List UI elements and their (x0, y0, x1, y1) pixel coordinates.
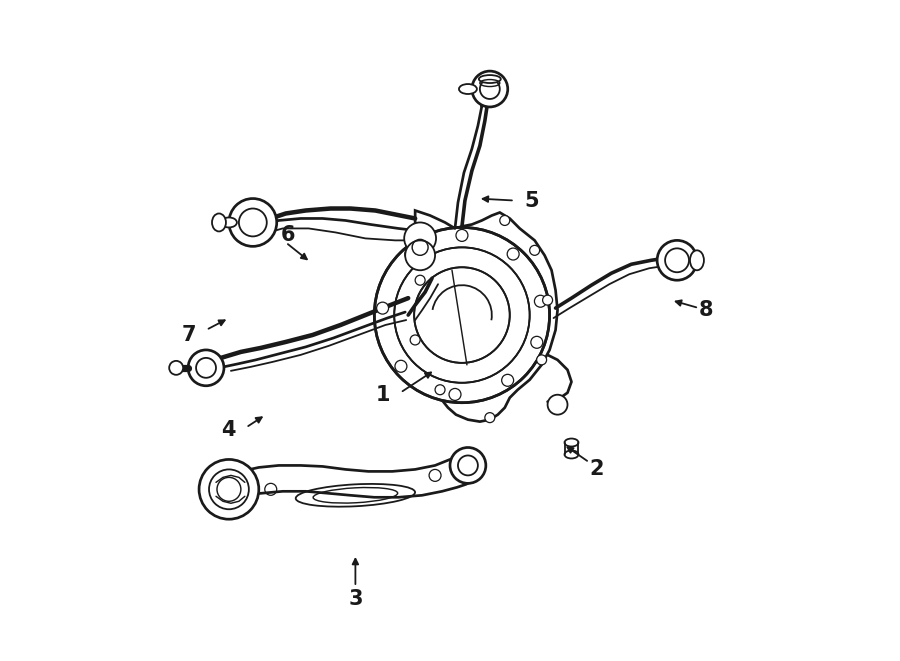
Circle shape (501, 374, 514, 386)
Circle shape (530, 245, 540, 255)
Text: 2: 2 (590, 459, 604, 479)
Circle shape (508, 248, 519, 260)
Ellipse shape (479, 75, 500, 83)
Text: 3: 3 (348, 589, 363, 609)
Circle shape (449, 389, 461, 401)
Circle shape (485, 412, 495, 422)
Text: 1: 1 (376, 385, 391, 405)
Circle shape (547, 395, 568, 414)
Circle shape (395, 360, 407, 372)
Ellipse shape (221, 217, 237, 227)
Polygon shape (403, 210, 557, 422)
Circle shape (169, 361, 183, 375)
Circle shape (543, 295, 553, 305)
Circle shape (374, 227, 550, 403)
Ellipse shape (564, 451, 579, 459)
Circle shape (404, 223, 436, 254)
Circle shape (376, 302, 389, 314)
Ellipse shape (690, 251, 704, 270)
Text: 6: 6 (281, 225, 296, 245)
Text: 8: 8 (699, 300, 714, 320)
Ellipse shape (564, 438, 579, 447)
Circle shape (199, 459, 259, 519)
Text: 4: 4 (221, 420, 236, 440)
Circle shape (415, 275, 425, 285)
Circle shape (405, 248, 417, 260)
Circle shape (410, 335, 420, 345)
Text: 7: 7 (182, 325, 196, 345)
Ellipse shape (212, 214, 226, 231)
Ellipse shape (459, 84, 477, 94)
Circle shape (188, 350, 224, 386)
Circle shape (531, 336, 543, 348)
Circle shape (229, 198, 276, 247)
Circle shape (456, 229, 468, 241)
Circle shape (535, 295, 546, 307)
Circle shape (536, 355, 546, 365)
Circle shape (472, 71, 508, 107)
Circle shape (657, 241, 697, 280)
Text: 5: 5 (525, 190, 539, 211)
Circle shape (435, 385, 445, 395)
Circle shape (405, 241, 435, 270)
Circle shape (450, 447, 486, 483)
Circle shape (500, 215, 509, 225)
